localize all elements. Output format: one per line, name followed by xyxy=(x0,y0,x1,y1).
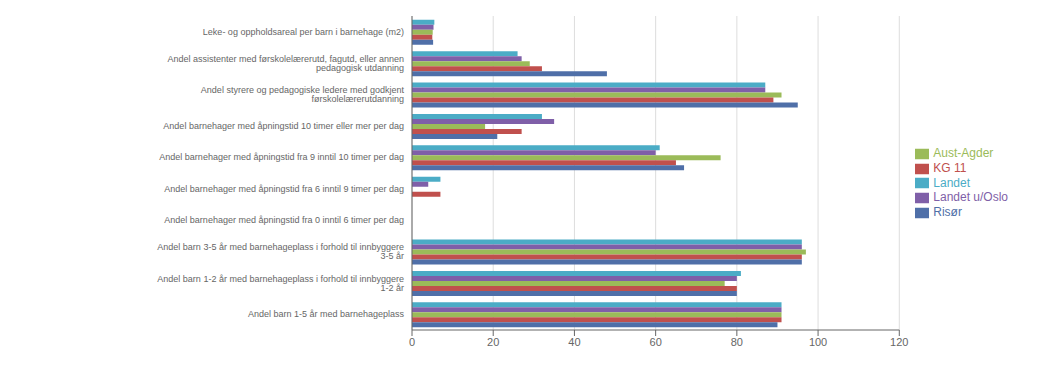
svg-text:Andel barnehager med åpningsti: Andel barnehager med åpningstid fra 0 in… xyxy=(164,215,404,225)
svg-text:Andel barnehager med åpningsti: Andel barnehager med åpningstid fra 9 in… xyxy=(159,152,404,162)
svg-text:60: 60 xyxy=(650,336,662,348)
svg-text:40: 40 xyxy=(568,336,580,348)
svg-text:Andel barnehager med åpningsti: Andel barnehager med åpningstid fra 6 in… xyxy=(164,184,404,194)
svg-text:Andel styrere og pedagogiske l: Andel styrere og pedagogiske ledere med … xyxy=(201,85,405,104)
svg-text:Andel barn 1-2 år med barnehag: Andel barn 1-2 år med barnehageplass i f… xyxy=(157,274,404,293)
svg-text:Andel assistenter med førskole: Andel assistenter med førskolelærerutd, … xyxy=(167,54,404,73)
html-text:Risør: Risør xyxy=(933,205,962,220)
svg-text:Andel barnehager med åpningsti: Andel barnehager med åpningstid 10 timer… xyxy=(163,121,404,131)
svg-text:100: 100 xyxy=(809,336,827,348)
svg-text:120: 120 xyxy=(890,336,908,348)
html-text:KG 11: KG 11 xyxy=(933,160,967,175)
html-text:Landet u/Oslo: Landet u/Oslo xyxy=(933,190,1008,205)
svg-text:80: 80 xyxy=(731,336,743,348)
html-text:Landet: Landet xyxy=(933,175,970,190)
html-text:Aust-Agder: Aust-Agder xyxy=(933,145,994,160)
svg-text:Andel barn 1-5 år med barnehag: Andel barn 1-5 år med barnehageplass xyxy=(248,309,405,319)
svg-text:20: 20 xyxy=(487,336,499,348)
svg-text:Andel barn 3-5 år med barnehag: Andel barn 3-5 år med barnehageplass i f… xyxy=(157,242,404,261)
svg-text:Leke- og oppholdsareal per bar: Leke- og oppholdsareal per barn i barneh… xyxy=(203,27,404,37)
svg-text:0: 0 xyxy=(409,336,415,348)
